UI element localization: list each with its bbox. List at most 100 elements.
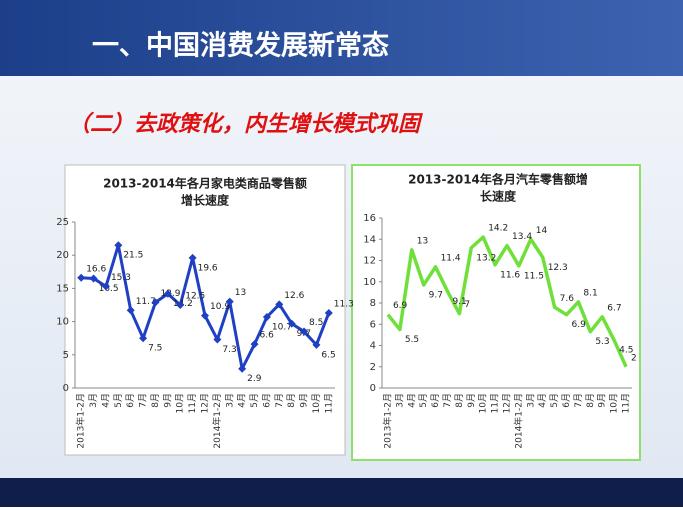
y-tick-label: 15 (56, 283, 69, 294)
data-label: 2 (631, 353, 637, 363)
data-label: 11.3 (334, 299, 354, 309)
x-tick-label: 9月 (597, 393, 608, 408)
y-tick-label: 2 (370, 362, 376, 373)
data-line (386, 235, 628, 368)
x-tick-label: 11月 (187, 393, 198, 413)
data-label: 12.3 (548, 263, 568, 273)
data-label: 6.6 (260, 331, 275, 341)
x-tick-label: 5月 (418, 393, 429, 408)
data-label: 16.6 (86, 264, 106, 274)
data-label: 7.3 (222, 345, 236, 355)
data-label: 12.5 (185, 292, 205, 302)
x-tick-label: 11月 (323, 393, 334, 413)
data-label: 8.1 (583, 288, 597, 298)
data-label: 8.5 (309, 318, 323, 328)
x-tick-label: 10月 (609, 393, 620, 413)
x-tick-label: 10月 (175, 393, 186, 413)
data-label: 7 (464, 300, 470, 310)
x-tick-label: 4月 (537, 393, 548, 408)
data-marker (201, 311, 209, 320)
x-tick-label: 5月 (113, 393, 124, 408)
data-label: 5.3 (595, 337, 609, 347)
data-label: 10.7 (272, 322, 292, 332)
data-label: 21.5 (123, 251, 143, 261)
data-marker (262, 312, 271, 321)
data-label: 6.9 (393, 301, 408, 311)
y-tick-label: 16 (363, 213, 376, 224)
data-label: 11.4 (441, 253, 461, 263)
data-marker (126, 306, 135, 315)
x-tick-label: 7月 (138, 393, 149, 408)
data-marker (89, 274, 98, 283)
x-tick-label: 6月 (430, 393, 441, 408)
x-tick-label: 5月 (249, 393, 260, 408)
data-label: 10.9 (210, 302, 230, 312)
data-label: 12.6 (284, 291, 304, 301)
data-label: 19.6 (198, 263, 218, 273)
slide-subtitle: （二）去政策化，内生增长模式巩固 (68, 111, 423, 137)
x-tick-label: 11月 (621, 393, 632, 413)
data-marker (324, 308, 333, 317)
data-marker (139, 334, 148, 343)
x-tick-label: 10月 (311, 393, 322, 413)
data-label: 6.7 (607, 303, 621, 313)
x-tick-label: 2014年1-2月 (211, 393, 223, 449)
data-marker (151, 298, 160, 307)
data-label: 13 (235, 288, 246, 298)
x-tick-label: 10月 (478, 393, 489, 413)
data-label: 16.5 (99, 284, 119, 294)
data-marker (300, 327, 309, 336)
chart-title: 长速度 (480, 189, 517, 204)
data-label: 14 (536, 226, 548, 236)
x-tick-label: 2013年1-2月 (381, 393, 393, 449)
chart-title: 2013-2014年各月家电类商品零售额 (103, 176, 307, 191)
y-tick-label: 20 (56, 250, 69, 261)
data-label: 13 (417, 236, 428, 246)
data-marker (287, 319, 296, 328)
x-tick-label: 6月 (125, 393, 136, 408)
data-marker (163, 289, 172, 298)
x-tick-label: 9月 (466, 393, 477, 408)
y-tick-label: 14 (363, 234, 376, 245)
data-label: 6.5 (321, 350, 335, 360)
x-tick-label: 5月 (549, 393, 560, 408)
x-tick-label: 8月 (585, 393, 596, 408)
data-label: 5.5 (405, 335, 419, 345)
data-label: 11.5 (524, 271, 544, 281)
y-tick-label: 12 (363, 256, 376, 267)
data-marker (176, 301, 185, 309)
footer-band (0, 478, 683, 507)
x-tick-label: 4月 (100, 393, 111, 408)
x-tick-label: 9月 (299, 393, 310, 408)
data-label: 4.5 (619, 346, 633, 356)
x-tick-label: 11月 (490, 393, 501, 413)
data-label: 11.6 (500, 270, 520, 280)
data-marker (238, 364, 247, 373)
chart-panel (351, 164, 641, 461)
data-marker (114, 241, 123, 250)
x-tick-label: 2014年1-2月 (512, 393, 524, 449)
data-label: 7.5 (148, 344, 162, 354)
y-tick-label: 6 (370, 319, 376, 330)
x-tick-label: 12月 (200, 393, 211, 413)
x-tick-label: 12月 (502, 393, 513, 413)
chart-title: 2013-2014年各月汽车零售额增 (408, 172, 588, 187)
data-label: 13.4 (512, 232, 532, 242)
x-tick-label: 3月 (394, 393, 405, 408)
data-marker (225, 297, 234, 306)
data-marker (77, 273, 86, 282)
y-tick-label: 8 (370, 298, 376, 309)
x-tick-label: 9月 (162, 393, 173, 408)
x-tick-label: 2013年1-2月 (75, 393, 87, 449)
y-tick-label: 10 (56, 317, 69, 328)
data-label: 6.9 (572, 320, 587, 330)
data-label: 13.2 (476, 253, 496, 263)
x-tick-label: 3月 (88, 393, 99, 408)
data-label: 11.7 (136, 297, 156, 307)
data-label: 2.9 (247, 374, 262, 384)
x-tick-label: 7月 (573, 393, 584, 408)
x-tick-label: 8月 (286, 393, 297, 408)
data-label: 9.1 (452, 297, 466, 307)
data-label: 9.7 (429, 290, 443, 300)
